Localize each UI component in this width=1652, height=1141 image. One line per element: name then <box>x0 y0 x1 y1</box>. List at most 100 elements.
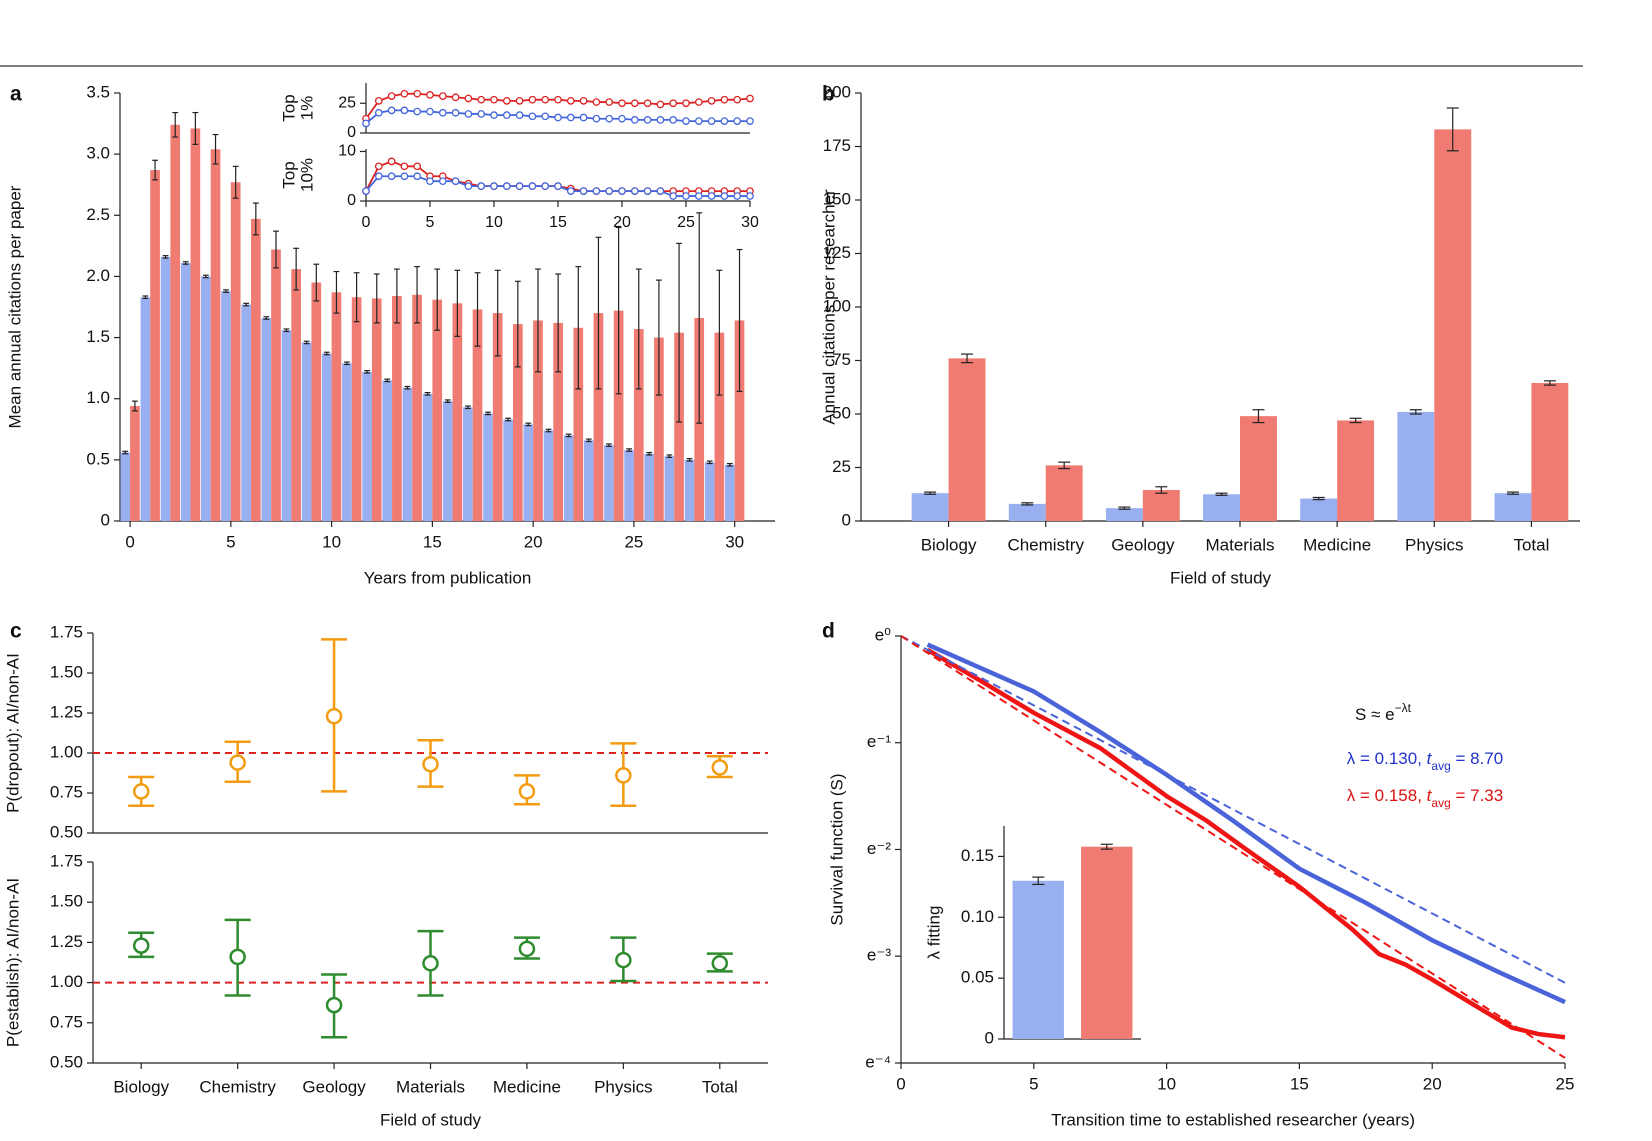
y-tick-label: 100 <box>823 296 851 315</box>
point <box>643 99 652 108</box>
point <box>477 182 486 190</box>
panel-label: c <box>10 620 22 643</box>
bar <box>291 269 301 521</box>
bar <box>513 324 523 521</box>
point <box>528 182 537 190</box>
x-tick-label: 25 <box>624 532 643 551</box>
x-tick-label: Biology <box>921 535 977 554</box>
y-tick-label: 1.50 <box>50 662 83 681</box>
bar <box>644 453 655 521</box>
bar <box>261 318 272 521</box>
y-tick-label: 0 <box>842 510 851 529</box>
y-axis-label: P(dropout): AI/non-AI <box>3 653 22 813</box>
bar <box>392 295 402 521</box>
x-tick-label: 20 <box>524 532 543 551</box>
bar <box>452 303 463 521</box>
point <box>426 91 434 99</box>
panel-label: b <box>822 83 835 106</box>
point <box>451 108 460 117</box>
series-line <box>900 635 1566 1059</box>
y-axis-label: Mean annual citations per paper <box>5 185 24 428</box>
bar <box>241 304 251 521</box>
point <box>426 107 434 116</box>
point <box>605 187 614 195</box>
point <box>387 172 396 181</box>
point <box>541 182 550 190</box>
bar <box>725 464 735 521</box>
y-tick-label: 0 <box>347 192 356 209</box>
point <box>746 192 754 200</box>
bar <box>553 322 563 521</box>
annotation-part: λ = 0.158, <box>1347 786 1427 805</box>
series-line <box>926 642 1566 1005</box>
y-tick-label: 0.05 <box>961 968 994 987</box>
bar <box>583 440 594 521</box>
y-axis-label: 1% <box>297 96 316 121</box>
point <box>643 116 652 124</box>
panel-label: a <box>10 83 22 106</box>
point <box>656 116 665 124</box>
x-tick-label: 0 <box>362 214 371 231</box>
annotation-part: λ = 0.130, <box>1347 749 1427 768</box>
point <box>464 182 473 190</box>
y-tick-label: e⁻¹ <box>867 732 891 751</box>
y-axis-label: λ fitting <box>924 906 943 960</box>
point <box>669 192 678 200</box>
x-tick-label: 5 <box>226 532 235 551</box>
point <box>502 182 511 190</box>
bar <box>1045 465 1083 521</box>
bar <box>503 419 513 521</box>
bar <box>1142 489 1180 521</box>
point <box>490 111 498 119</box>
x-tick-label: 30 <box>741 214 759 231</box>
point <box>413 172 422 181</box>
point <box>438 108 447 117</box>
bar <box>664 456 675 521</box>
x-tick-label: 30 <box>725 532 744 551</box>
bar <box>948 358 986 521</box>
point <box>682 99 690 108</box>
point <box>502 111 511 119</box>
point <box>733 95 742 104</box>
point <box>362 187 370 195</box>
y-tick-label: 1.00 <box>50 742 83 761</box>
point <box>643 187 652 195</box>
bar <box>221 291 231 521</box>
y-tick-label: 0 <box>347 124 356 141</box>
bar <box>371 298 382 521</box>
point <box>694 98 703 106</box>
point <box>422 955 439 972</box>
y-tick-label: 125 <box>823 243 851 262</box>
point <box>422 755 439 773</box>
x-axis-label: Field of study <box>380 1110 482 1129</box>
bar <box>402 387 413 521</box>
point <box>554 182 562 190</box>
point <box>566 113 575 122</box>
point <box>438 177 447 186</box>
point <box>579 187 588 195</box>
annotation: S ≈ e−λt <box>1355 701 1412 724</box>
x-tick-label: Physics <box>594 1077 653 1096</box>
point <box>566 97 575 105</box>
annotation-part: t <box>1427 749 1433 768</box>
point <box>464 94 473 103</box>
bar <box>251 218 261 521</box>
bar <box>301 342 312 521</box>
bar <box>271 249 281 522</box>
bar <box>633 329 644 521</box>
point <box>592 114 601 123</box>
point <box>579 97 588 105</box>
x-tick-label: 5 <box>426 214 435 231</box>
point <box>733 117 742 125</box>
point <box>528 112 537 121</box>
bar <box>210 149 221 521</box>
y-tick-label: 25 <box>338 94 356 111</box>
bar <box>140 297 151 521</box>
x-tick-label: Physics <box>1405 535 1464 554</box>
point <box>566 187 575 195</box>
y-axis-label: Top <box>279 94 298 121</box>
x-tick-label: Chemistry <box>199 1077 276 1096</box>
point <box>682 192 690 200</box>
series-line <box>926 647 1566 1040</box>
